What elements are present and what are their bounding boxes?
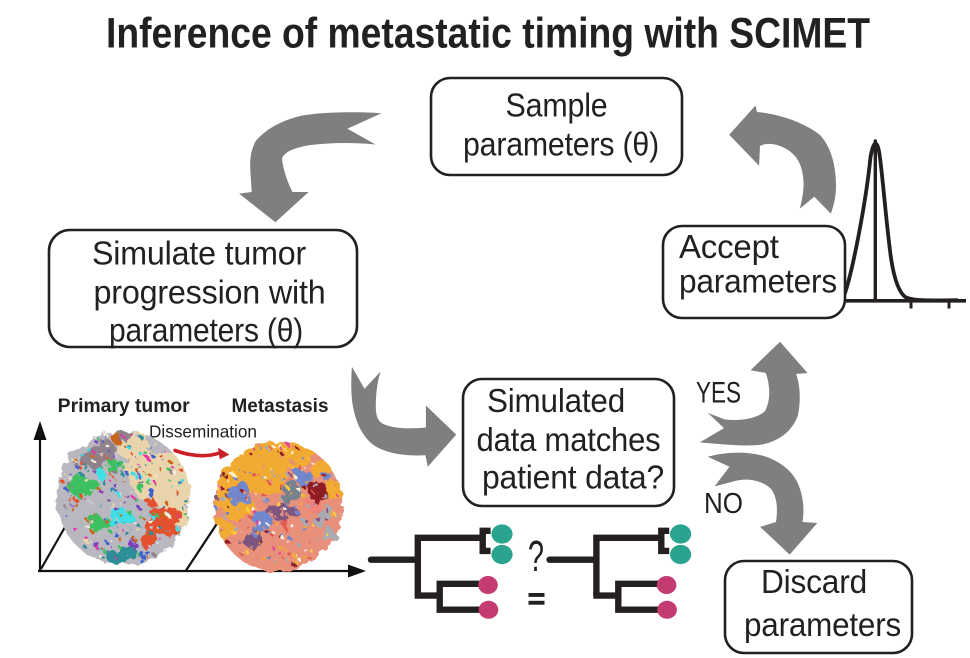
svg-text:parameters (θ): parameters (θ) xyxy=(109,312,303,349)
svg-text:NO: NO xyxy=(704,488,743,520)
svg-text:parameters: parameters xyxy=(744,606,901,643)
svg-text:Metastasis: Metastasis xyxy=(232,396,329,417)
svg-text:parameters: parameters xyxy=(679,263,837,300)
svg-text:Simulated: Simulated xyxy=(487,382,625,419)
svg-text:data matches: data matches xyxy=(477,421,661,458)
svg-text:YES: YES xyxy=(696,377,741,410)
svg-text:Sample: Sample xyxy=(506,87,608,124)
svg-text:Primary tumor: Primary tumor xyxy=(58,396,191,417)
svg-text:progression with: progression with xyxy=(94,274,326,311)
svg-text:Dissemination: Dissemination xyxy=(149,422,257,442)
svg-text:parameters (θ): parameters (θ) xyxy=(463,126,659,163)
svg-text:Inference of metastatic timing: Inference of metastatic timing with SCIM… xyxy=(106,10,870,58)
svg-text:Discard: Discard xyxy=(761,563,867,600)
svg-text:Simulate tumor: Simulate tumor xyxy=(92,235,306,272)
svg-text:?: ? xyxy=(528,532,544,581)
svg-text:Accept: Accept xyxy=(679,228,779,265)
svg-text:patient data?: patient data? xyxy=(482,459,664,496)
